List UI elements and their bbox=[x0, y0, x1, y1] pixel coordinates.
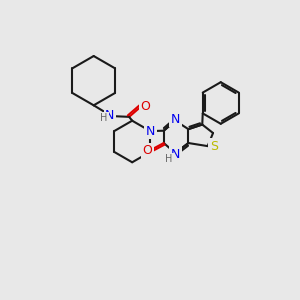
Text: O: O bbox=[140, 100, 150, 112]
Text: H: H bbox=[100, 113, 107, 123]
Text: N: N bbox=[105, 109, 115, 122]
Text: N: N bbox=[171, 113, 180, 126]
Text: H: H bbox=[166, 154, 173, 164]
Text: N: N bbox=[146, 124, 155, 138]
Text: O: O bbox=[143, 144, 152, 157]
Text: N: N bbox=[171, 148, 180, 161]
Text: S: S bbox=[210, 140, 218, 153]
